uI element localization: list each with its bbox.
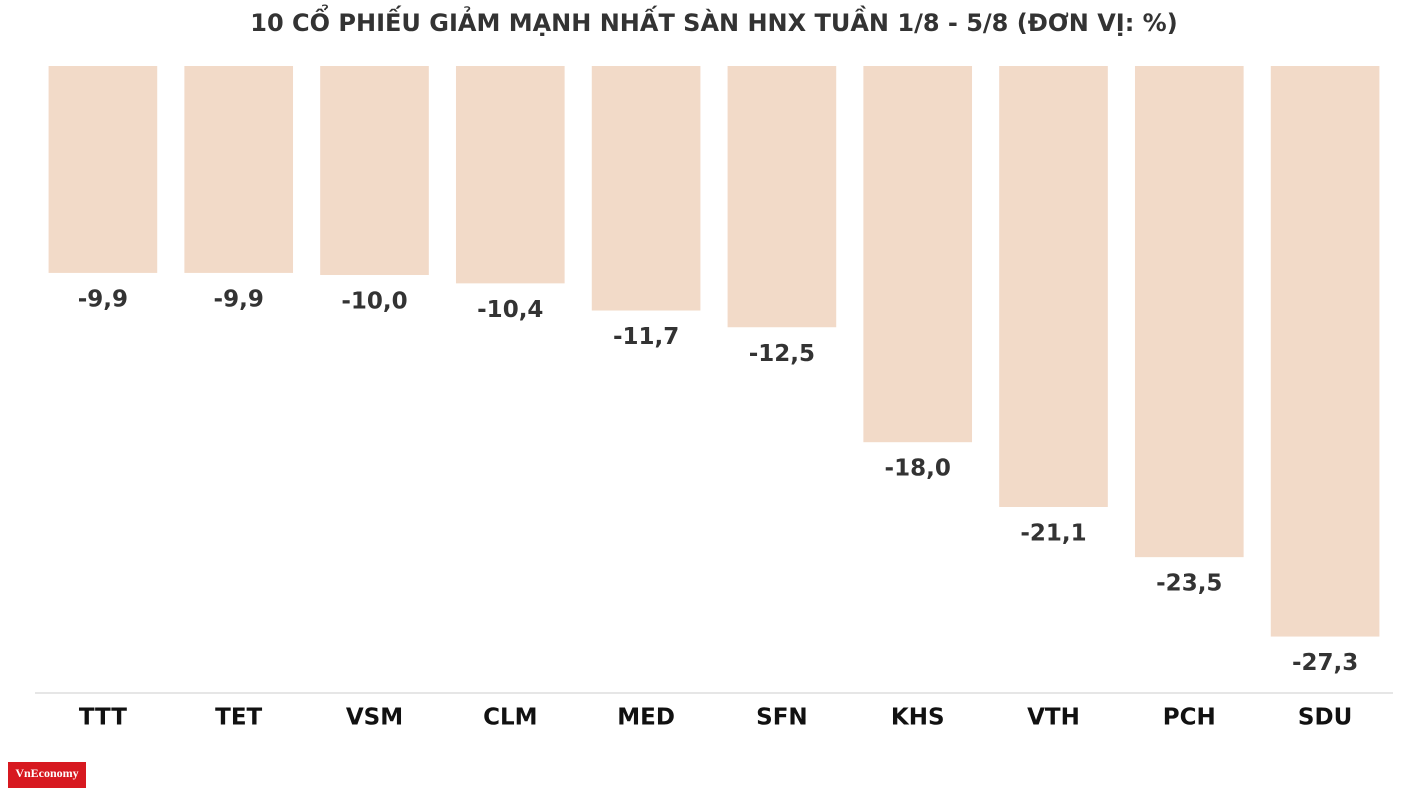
- x-tick-label: TET: [215, 705, 262, 731]
- value-label: -10,4: [477, 297, 543, 323]
- x-tick-label: PCH: [1163, 705, 1216, 731]
- bar: [1134, 66, 1244, 558]
- value-label: -21,1: [1020, 520, 1086, 546]
- x-tick-label: TTT: [79, 705, 127, 731]
- bar: [999, 66, 1108, 507]
- value-label: -11,7: [613, 324, 679, 350]
- x-tick-label: SFN: [756, 705, 808, 731]
- bar: [320, 66, 429, 275]
- bar: [455, 66, 565, 284]
- value-label: -12,5: [749, 341, 815, 367]
- x-tick-label: SDU: [1298, 705, 1352, 731]
- value-label: -9,9: [214, 286, 264, 312]
- x-tick-label: CLM: [483, 705, 537, 731]
- value-label: -18,0: [885, 456, 951, 482]
- chart-title: 10 CỔ PHIẾU GIẢM MẠNH NHẤT SÀN HNX TUẦN …: [250, 2, 1177, 37]
- bar: [591, 66, 701, 311]
- x-tick-label: MED: [617, 705, 675, 731]
- x-tick-label: VTH: [1027, 705, 1080, 731]
- value-label: -10,0: [341, 289, 407, 315]
- x-tick-label: VSM: [346, 705, 403, 731]
- bar: [1270, 66, 1380, 637]
- value-label: -27,3: [1292, 650, 1358, 676]
- value-label: -23,5: [1156, 571, 1222, 597]
- bar: [48, 66, 158, 273]
- bar: [863, 66, 973, 443]
- x-tick-label: KHS: [891, 705, 945, 731]
- logo-box: [8, 762, 86, 788]
- bar: [727, 66, 837, 328]
- bar: [184, 66, 294, 273]
- value-label: -9,9: [78, 286, 128, 312]
- logo: VnEconomy: [15, 766, 78, 780]
